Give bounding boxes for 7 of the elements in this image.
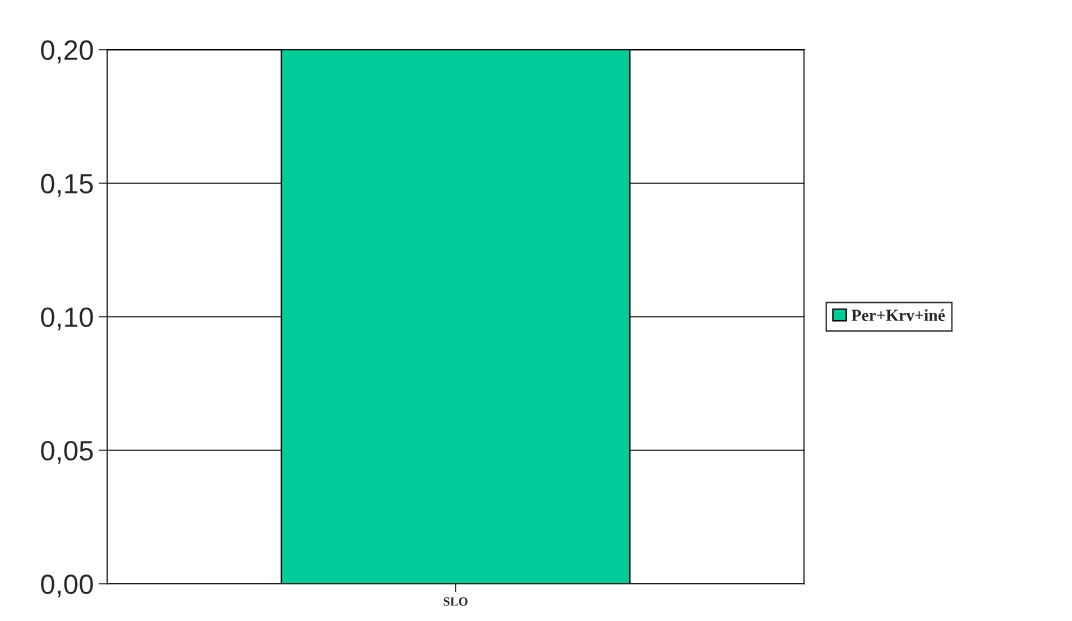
y-tick-label: 0,05 [41,440,93,464]
y-tick-label: 0,20 [41,40,93,64]
y-tick-label: 0,00 [41,574,93,598]
x-tick-label: SLO [443,597,468,606]
y-tick-label: 0,10 [41,307,93,331]
y-tick-label: 0,15 [41,173,93,197]
legend-label: Per+Krv+iné [851,309,945,321]
